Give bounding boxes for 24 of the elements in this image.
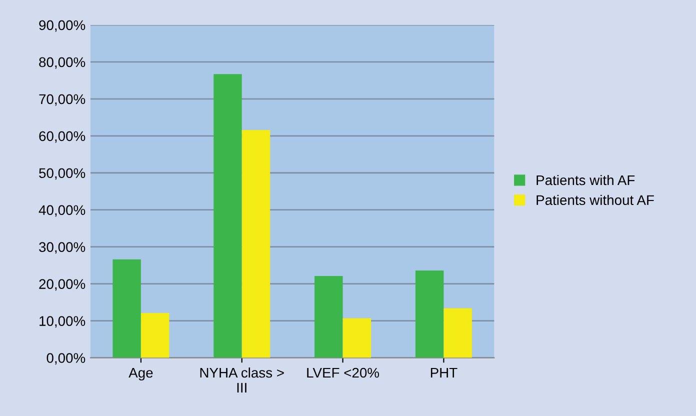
bar [444, 308, 472, 358]
legend-label: Patients with AF [536, 174, 635, 186]
bar [314, 276, 343, 358]
y-tick-label: 40,00% [38, 205, 86, 217]
legend-label: Patients without AF [536, 194, 654, 206]
bar [112, 259, 141, 358]
y-tick-label: 20,00% [39, 279, 86, 291]
y-tick-label: 10,00% [40, 316, 86, 328]
y-tick-label: 80,00% [39, 57, 86, 69]
x-tick-label: NYHA class > III [200, 367, 284, 393]
bar [214, 74, 242, 358]
x-tick-label: PHT [430, 368, 458, 378]
bar [415, 270, 444, 358]
y-tick-label: 30,00% [39, 242, 86, 254]
y-tick-label: 90,00% [39, 20, 86, 32]
y-tick-label: 0,00% [46, 353, 86, 365]
bar [140, 313, 170, 358]
bar [242, 130, 270, 358]
y-tick-label: 60,00% [39, 131, 86, 143]
y-tick-label: 50,00% [39, 168, 86, 180]
x-tick-label: Age [128, 368, 153, 380]
x-tick-label: LVEF <20% [307, 368, 380, 378]
bar [342, 318, 372, 358]
y-tick-label: 70,00% [39, 94, 86, 106]
